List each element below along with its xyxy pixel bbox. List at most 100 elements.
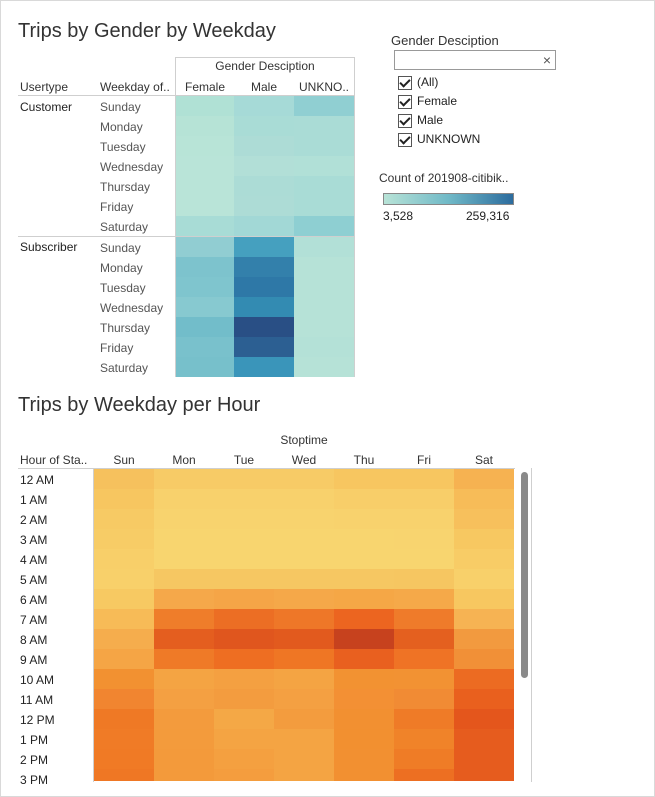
- hour-heatmap-cell[interactable]: [274, 589, 334, 609]
- heatmap-cell[interactable]: [176, 357, 234, 377]
- hour-heatmap-cell[interactable]: [274, 689, 334, 709]
- heatmap-cell[interactable]: [234, 136, 294, 156]
- hour-heatmap-cell[interactable]: [454, 649, 514, 669]
- hour-heatmap-cell[interactable]: [94, 729, 154, 749]
- heatmap-cell[interactable]: [294, 196, 354, 216]
- hour-heatmap-cell[interactable]: [154, 489, 214, 509]
- heatmap-cell[interactable]: [234, 96, 294, 116]
- heatmap-cell[interactable]: [176, 297, 234, 317]
- heatmap-cell[interactable]: [294, 357, 354, 377]
- heatmap-cell[interactable]: [176, 237, 234, 257]
- heatmap-cell[interactable]: [234, 237, 294, 257]
- hour-heatmap-cell[interactable]: [334, 729, 394, 749]
- heatmap-cell[interactable]: [234, 277, 294, 297]
- filter-option-label[interactable]: UNKNOWN: [417, 132, 481, 146]
- heatmap-cell[interactable]: [294, 176, 354, 196]
- hour-heatmap-cell[interactable]: [274, 509, 334, 529]
- hour-heatmap-cell[interactable]: [274, 529, 334, 549]
- heatmap-cell[interactable]: [294, 297, 354, 317]
- hour-row-header[interactable]: Hour of Sta..: [20, 453, 88, 467]
- hour-heatmap-cell[interactable]: [214, 709, 274, 729]
- hour-heatmap-cell[interactable]: [154, 749, 214, 769]
- hour-heatmap-cell[interactable]: [214, 529, 274, 549]
- hour-heatmap-cell[interactable]: [334, 469, 394, 489]
- day-column-header[interactable]: Wed: [291, 453, 317, 467]
- day-column-header[interactable]: Sat: [474, 453, 493, 467]
- hour-heatmap-cell[interactable]: [454, 689, 514, 709]
- hour-heatmap-cell[interactable]: [274, 569, 334, 589]
- heatmap-cell[interactable]: [234, 176, 294, 196]
- hour-heatmap-cell[interactable]: [454, 669, 514, 689]
- hour-heatmap-cell[interactable]: [454, 489, 514, 509]
- hour-heatmap-cell[interactable]: [454, 749, 514, 769]
- heatmap-cell[interactable]: [176, 277, 234, 297]
- heatmap-cell[interactable]: [294, 96, 354, 116]
- filter-option-label[interactable]: (All): [417, 75, 439, 89]
- hour-heatmap-cell[interactable]: [334, 689, 394, 709]
- hour-heatmap-cell[interactable]: [214, 769, 274, 781]
- hour-heatmap-cell[interactable]: [394, 549, 454, 569]
- col-male-header[interactable]: Male: [250, 80, 277, 94]
- hour-heatmap-cell[interactable]: [154, 509, 214, 529]
- hour-heatmap-cell[interactable]: [154, 769, 214, 781]
- hour-heatmap-cell[interactable]: [214, 729, 274, 749]
- hour-heatmap-cell[interactable]: [394, 749, 454, 769]
- hour-heatmap-cell[interactable]: [334, 669, 394, 689]
- heatmap-cell[interactable]: [234, 357, 294, 377]
- checkbox-checked-icon[interactable]: [398, 76, 412, 90]
- hour-heatmap-cell[interactable]: [334, 509, 394, 529]
- hour-heatmap-cell[interactable]: [154, 629, 214, 649]
- heatmap-cell[interactable]: [234, 257, 294, 277]
- hour-heatmap-cell[interactable]: [454, 469, 514, 489]
- heatmap-cell[interactable]: [176, 317, 234, 337]
- hour-heatmap-cell[interactable]: [154, 729, 214, 749]
- heatmap-cell[interactable]: [234, 317, 294, 337]
- day-column-header[interactable]: Sun: [113, 453, 135, 467]
- hour-heatmap-cell[interactable]: [94, 569, 154, 589]
- day-column-header[interactable]: Fri: [417, 453, 431, 467]
- hour-heatmap-cell[interactable]: [274, 729, 334, 749]
- hour-heatmap-cell[interactable]: [334, 629, 394, 649]
- hour-heatmap-cell[interactable]: [454, 529, 514, 549]
- hour-heatmap-cell[interactable]: [94, 489, 154, 509]
- hour-heatmap-cell[interactable]: [334, 529, 394, 549]
- hour-heatmap-cell[interactable]: [94, 669, 154, 689]
- heatmap-cell[interactable]: [294, 116, 354, 136]
- hour-heatmap-cell[interactable]: [334, 549, 394, 569]
- hour-heatmap-cell[interactable]: [454, 549, 514, 569]
- hour-heatmap-cell[interactable]: [154, 529, 214, 549]
- heatmap-cell[interactable]: [176, 136, 234, 156]
- hour-heatmap-cell[interactable]: [94, 609, 154, 629]
- hour-heatmap-cell[interactable]: [394, 689, 454, 709]
- filter-search-input[interactable]: ×: [394, 50, 556, 70]
- hour-heatmap-cell[interactable]: [394, 509, 454, 529]
- hour-heatmap-cell[interactable]: [394, 489, 454, 509]
- hour-heatmap-cell[interactable]: [274, 609, 334, 629]
- hour-heatmap-cell[interactable]: [214, 489, 274, 509]
- heatmap-cell[interactable]: [176, 216, 234, 236]
- heatmap-cell[interactable]: [176, 96, 234, 116]
- hour-heatmap-cell[interactable]: [274, 749, 334, 769]
- hour-heatmap-cell[interactable]: [94, 469, 154, 489]
- hour-heatmap-cell[interactable]: [454, 589, 514, 609]
- day-column-header[interactable]: Thu: [353, 453, 375, 467]
- hour-heatmap-cell[interactable]: [94, 709, 154, 729]
- hour-heatmap-cell[interactable]: [454, 629, 514, 649]
- checkbox-checked-icon[interactable]: [398, 95, 412, 109]
- heatmap-cell[interactable]: [294, 237, 354, 257]
- hour-heatmap-cell[interactable]: [454, 509, 514, 529]
- hour-heatmap-cell[interactable]: [214, 509, 274, 529]
- hour-heatmap-cell[interactable]: [94, 629, 154, 649]
- hour-heatmap-cell[interactable]: [154, 589, 214, 609]
- hour-heatmap-cell[interactable]: [274, 469, 334, 489]
- heatmap-cell[interactable]: [234, 196, 294, 216]
- hour-heatmap-cell[interactable]: [274, 629, 334, 649]
- hour-heatmap-cell[interactable]: [214, 569, 274, 589]
- hour-heatmap-cell[interactable]: [154, 669, 214, 689]
- heatmap-cell[interactable]: [176, 337, 234, 357]
- hour-heatmap-cell[interactable]: [94, 689, 154, 709]
- hour-heatmap-cell[interactable]: [94, 529, 154, 549]
- hour-heatmap-cell[interactable]: [394, 569, 454, 589]
- heatmap-cell[interactable]: [294, 216, 354, 236]
- heatmap-cell[interactable]: [294, 337, 354, 357]
